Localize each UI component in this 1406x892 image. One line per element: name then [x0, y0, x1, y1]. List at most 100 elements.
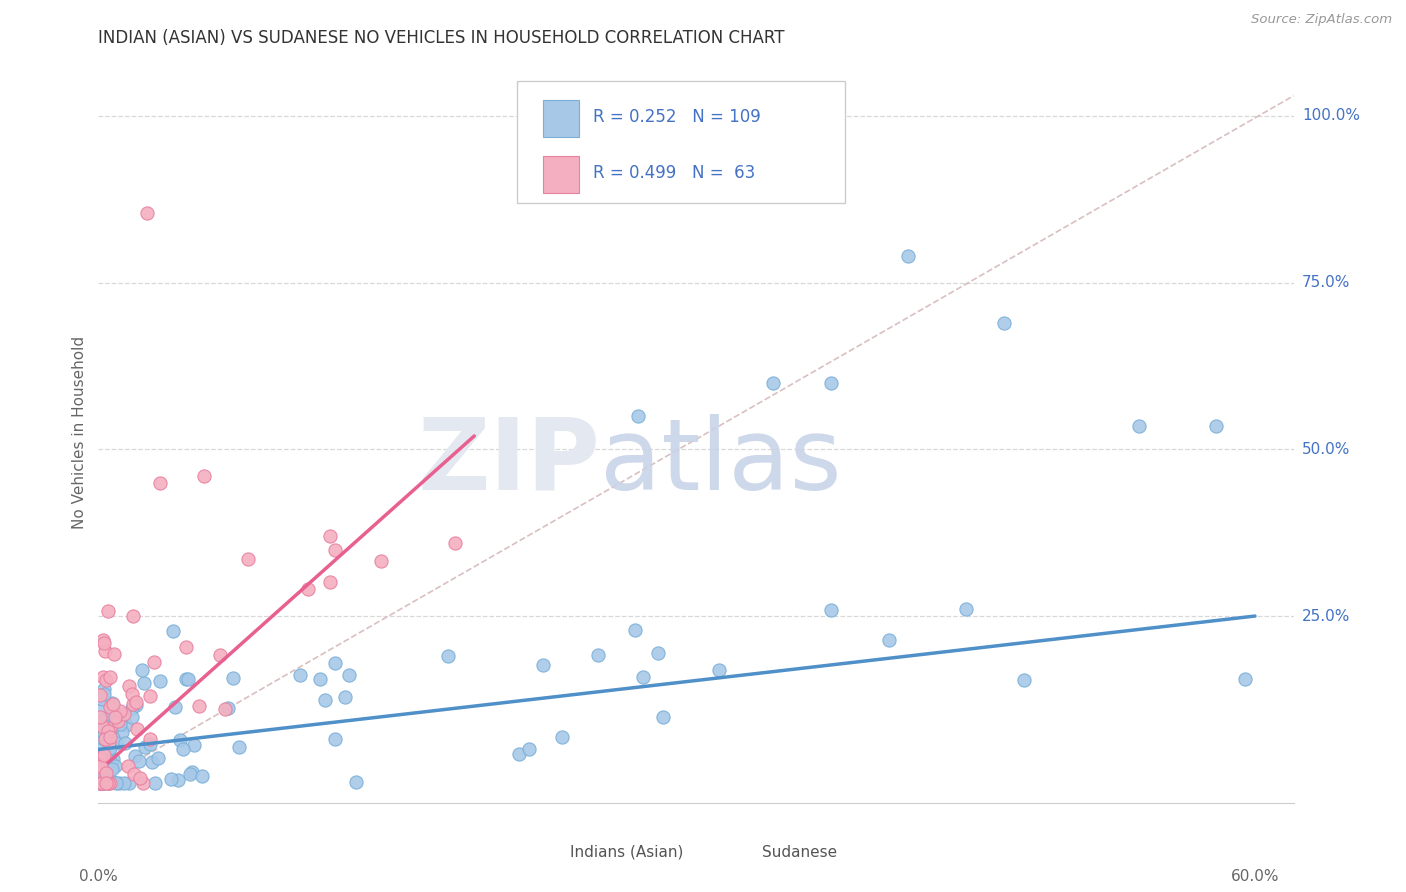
Point: [121, 710, 143, 724]
Point: [208, 648, 231, 662]
Point: [325, 543, 347, 558]
Point: [169, 732, 191, 747]
Point: [96, 776, 118, 790]
Point: [191, 769, 214, 783]
Point: [333, 690, 356, 704]
Point: [135, 205, 157, 219]
Point: [193, 469, 215, 483]
Text: Source: ZipAtlas.com: Source: ZipAtlas.com: [1251, 13, 1392, 27]
Point: [90, 703, 112, 717]
Point: [131, 664, 153, 678]
Point: [228, 740, 250, 755]
Point: [125, 695, 148, 709]
Point: [117, 759, 139, 773]
Point: [174, 673, 197, 687]
Point: [897, 249, 920, 263]
Point: [121, 700, 143, 714]
Point: [90, 776, 112, 790]
Point: [319, 529, 342, 543]
Point: [104, 709, 127, 723]
Point: [89, 709, 111, 723]
Point: [98, 735, 121, 749]
Point: [877, 632, 900, 647]
Point: [90, 776, 112, 790]
Point: [90, 728, 112, 742]
Point: [104, 776, 127, 790]
Point: [101, 762, 124, 776]
Point: [370, 554, 392, 568]
Point: [174, 640, 197, 655]
Point: [134, 739, 156, 754]
Point: [142, 655, 165, 669]
Point: [96, 765, 118, 780]
Point: [820, 603, 842, 617]
Point: [139, 737, 162, 751]
Point: [91, 767, 114, 781]
Point: [323, 731, 346, 746]
Point: [118, 776, 141, 790]
Point: [90, 731, 112, 745]
Point: [143, 776, 166, 790]
Point: [101, 752, 124, 766]
Point: [160, 772, 183, 786]
Point: [437, 649, 460, 664]
Point: [993, 316, 1015, 330]
Point: [128, 754, 150, 768]
Point: [631, 670, 654, 684]
Point: [89, 757, 111, 772]
Point: [90, 761, 112, 775]
FancyBboxPatch shape: [534, 843, 565, 865]
Point: [90, 759, 112, 773]
Point: [588, 648, 610, 662]
Point: [105, 736, 128, 750]
Point: [90, 758, 112, 772]
Point: [100, 707, 122, 722]
Text: atlas: atlas: [600, 414, 842, 511]
Point: [90, 741, 112, 756]
Point: [319, 574, 342, 589]
Y-axis label: No Vehicles in Household: No Vehicles in Household: [72, 336, 87, 529]
Text: R = 0.499   N =  63: R = 0.499 N = 63: [593, 164, 755, 183]
Point: [115, 717, 138, 731]
Point: [139, 689, 162, 703]
Point: [93, 682, 115, 697]
Text: 60.0%: 60.0%: [1230, 870, 1279, 885]
Point: [111, 724, 134, 739]
FancyBboxPatch shape: [517, 81, 845, 203]
Point: [94, 731, 117, 746]
Point: [90, 776, 112, 790]
Text: R = 0.252   N = 109: R = 0.252 N = 109: [593, 108, 761, 127]
Point: [97, 776, 120, 790]
Point: [707, 663, 730, 677]
Point: [98, 733, 121, 747]
Point: [290, 667, 312, 681]
Point: [97, 776, 120, 790]
Text: 75.0%: 75.0%: [1302, 275, 1350, 290]
Text: INDIAN (ASIAN) VS SUDANESE NO VEHICLES IN HOUSEHOLD CORRELATION CHART: INDIAN (ASIAN) VS SUDANESE NO VEHICLES I…: [98, 29, 785, 47]
Point: [107, 714, 129, 728]
Point: [444, 535, 467, 549]
Point: [128, 772, 150, 786]
Point: [177, 672, 200, 686]
Point: [98, 700, 121, 714]
Point: [112, 707, 135, 722]
Point: [125, 723, 148, 737]
Point: [93, 747, 115, 762]
Point: [101, 696, 124, 710]
Point: [97, 723, 120, 738]
Point: [94, 754, 117, 768]
Point: [1205, 419, 1227, 434]
Point: [110, 705, 132, 719]
Point: [112, 776, 135, 790]
Point: [89, 765, 111, 780]
Point: [238, 552, 260, 566]
Point: [139, 731, 162, 746]
Text: Sudanese: Sudanese: [762, 845, 837, 860]
Point: [1234, 673, 1257, 687]
Point: [98, 730, 121, 744]
Point: [94, 673, 117, 687]
Point: [93, 727, 115, 741]
Text: ZIP: ZIP: [418, 414, 600, 511]
Point: [89, 776, 111, 790]
Point: [762, 376, 785, 390]
